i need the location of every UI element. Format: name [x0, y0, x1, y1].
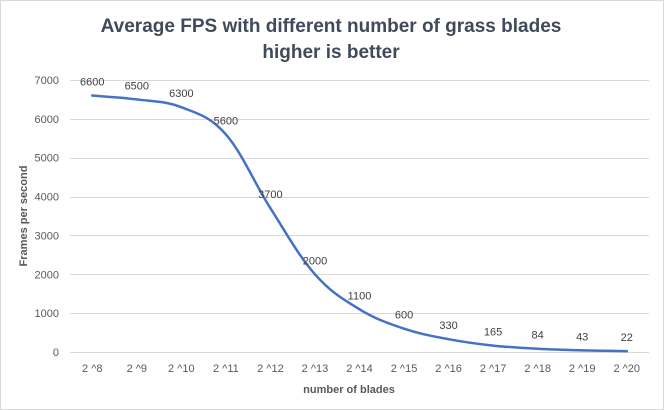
data-point [269, 207, 272, 210]
x-axis-title: number of blades [303, 384, 395, 396]
x-axis-ticks: 2 ^8 2 ^9 2 ^10 2 ^11 2 ^12 2 ^13 2 ^14 2 ^15 2 … [82, 363, 640, 375]
data-label: 600 [395, 310, 413, 322]
x-tick-label: 2 ^19 [569, 363, 596, 375]
x-tick-label: 2 ^12 [257, 363, 284, 375]
data-label: 43 [576, 331, 588, 343]
x-tick-label: 2 ^14 [346, 363, 373, 375]
gridlines [70, 80, 649, 353]
y-tick-label: 3000 [35, 230, 59, 242]
data-point [135, 98, 139, 101]
chart-subtitle: higher is better [262, 42, 400, 63]
x-tick-label: 2 ^9 [127, 363, 147, 375]
x-tick-label: 2 ^15 [391, 363, 418, 375]
y-axis-title: Frames per second [18, 166, 30, 267]
y-tick-label: 7000 [35, 75, 59, 87]
data-point [180, 106, 183, 109]
data-label: 6300 [169, 88, 193, 100]
data-point [536, 347, 539, 350]
y-tick-label: 0 [53, 347, 59, 359]
data-point [91, 94, 94, 97]
data-point [224, 133, 228, 136]
data-point [580, 349, 584, 352]
x-tick-label: 2 ^16 [435, 363, 462, 375]
data-point [625, 349, 628, 353]
y-tick-label: 4000 [35, 192, 59, 204]
data-label: 5600 [214, 115, 238, 127]
data-label: 3700 [258, 189, 282, 201]
data-label: 2000 [303, 255, 327, 267]
x-tick-label: 2 ^8 [82, 363, 102, 375]
data-labels: 6600 6500 6300 5600 3700 2000 1100 600 330 165 84 4… [80, 77, 633, 345]
data-label: 6600 [80, 77, 104, 89]
x-tick-label: 2 ^10 [168, 363, 195, 375]
x-tick-label: 2 ^11 [213, 363, 239, 375]
chart-title: Average FPS with different number of gra… [101, 16, 562, 37]
data-label: 84 [532, 330, 544, 342]
data-label: 1100 [348, 290, 372, 302]
data-point [447, 337, 450, 341]
data-point [313, 273, 317, 276]
y-tick-label: 5000 [35, 153, 59, 165]
series-line [91, 94, 628, 353]
x-tick-label: 2 ^18 [524, 363, 551, 375]
y-tick-label: 1000 [35, 308, 59, 320]
data-point [358, 308, 361, 311]
y-axis-ticks: 0 1000 2000 3000 4000 5000 6000 7000 [35, 75, 59, 359]
data-label: 165 [484, 327, 502, 339]
series [91, 94, 628, 353]
y-tick-label: 2000 [35, 269, 59, 281]
data-label: 6500 [125, 80, 149, 92]
data-point [491, 344, 495, 347]
data-label: 330 [439, 320, 457, 332]
x-tick-label: 2 ^13 [302, 363, 329, 375]
data-point [402, 327, 406, 330]
data-label: 22 [621, 332, 633, 344]
x-tick-label: 2 ^20 [613, 363, 640, 375]
x-tick-label: 2 ^17 [480, 363, 507, 375]
y-tick-label: 6000 [35, 114, 59, 126]
